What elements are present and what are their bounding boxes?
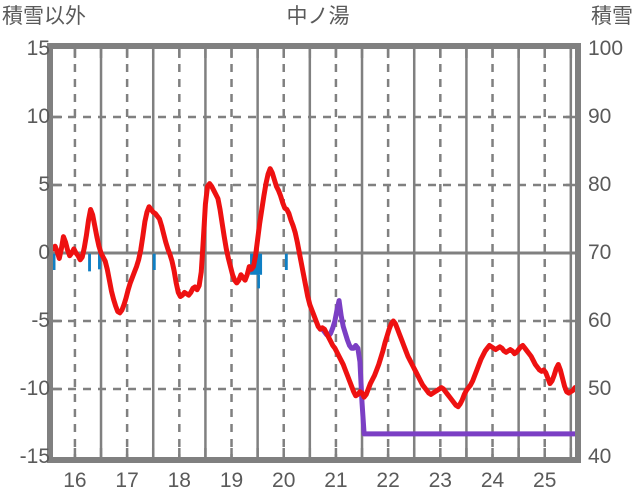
y-axis-right-tick-label: 90 <box>588 105 612 128</box>
y-axis-left-tick-label: 15 <box>26 37 50 60</box>
y-axis-right-tick-label: 60 <box>588 309 612 332</box>
y-axis-right-tick-label: 80 <box>588 173 612 196</box>
x-axis-tick-label: 22 <box>376 469 400 492</box>
plot-frame <box>47 43 581 463</box>
data-series <box>50 166 578 437</box>
right-axis-unit-label: 積雪 <box>591 5 633 28</box>
x-axis-tick-label: 24 <box>480 469 505 492</box>
x-axis-tick-label: 21 <box>324 469 348 492</box>
y-axis-left-tick-label: 10 <box>26 105 50 128</box>
y-axis-right-tick-label: 50 <box>588 377 612 400</box>
y-axis-left-tick-label: -5 <box>31 309 50 332</box>
gridlines <box>53 49 575 457</box>
y-axis-left-tick-label: 5 <box>38 173 50 196</box>
snow-event-bar <box>52 253 56 270</box>
x-axis-tick-label: 20 <box>272 469 296 492</box>
x-axis-tick-label: 19 <box>219 469 244 492</box>
y-axis-left-tick-label: -10 <box>19 377 50 400</box>
snow-event-bar <box>152 253 156 270</box>
x-axis-tick-label: 25 <box>533 469 557 492</box>
axis-ticks <box>53 49 575 457</box>
snow-event-bar <box>284 253 288 270</box>
y-axis-right-tick-label: 100 <box>588 37 624 60</box>
y-axis-right-tick-label: 40 <box>588 445 612 468</box>
x-axis-tick-label: 18 <box>167 469 191 492</box>
y-axis-left-tick-label: -15 <box>19 445 50 468</box>
chart-title: 中ノ湯 <box>286 5 350 28</box>
series-line <box>50 166 578 410</box>
y-axis-right-tick-label: 70 <box>588 241 612 264</box>
x-axis-tick-label: 16 <box>63 469 87 492</box>
snow-event-bar <box>257 274 260 289</box>
x-axis-tick-label: 17 <box>115 469 139 492</box>
y-axis-left-tick-label: 0 <box>38 241 50 264</box>
snow-event-bar <box>88 253 91 272</box>
series-line <box>317 298 578 437</box>
snow-event-bar <box>98 253 101 270</box>
left-axis-unit-label: 積雪以外 <box>2 5 86 28</box>
x-axis-tick-label: 23 <box>428 469 452 492</box>
